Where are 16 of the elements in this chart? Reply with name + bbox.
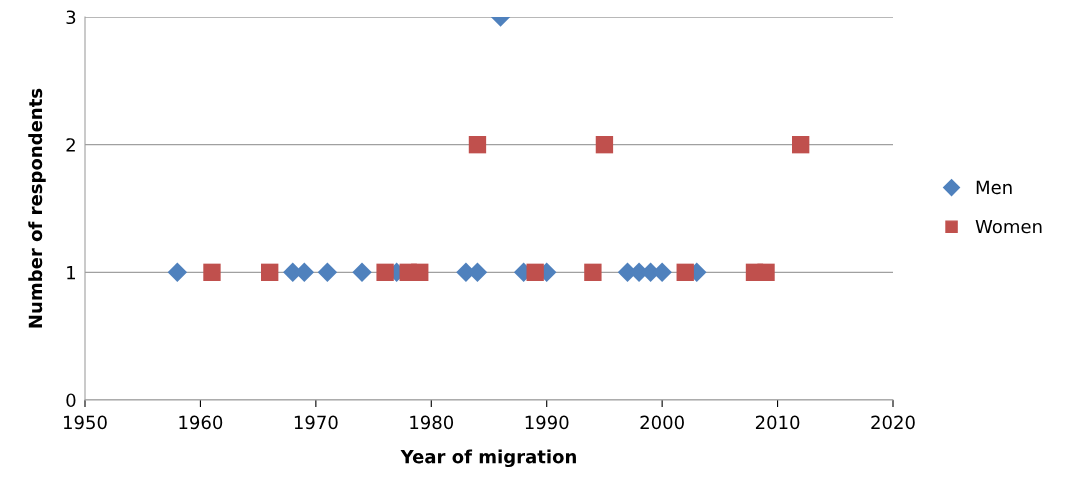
x-axis-title: Year of migration xyxy=(400,449,576,468)
legend-label: Women xyxy=(975,219,1042,234)
y-tick-label: 3 xyxy=(66,10,76,25)
y-axis-title: Number of respondents xyxy=(28,88,46,328)
x-tick-label: 1960 xyxy=(179,415,223,430)
y-tick-label: 0 xyxy=(66,393,76,408)
x-tick-label: 1990 xyxy=(525,415,569,430)
x-tick-label: 2010 xyxy=(755,415,800,430)
x-tick-label: 2000 xyxy=(640,415,684,430)
x-tick-label: 2020 xyxy=(871,415,915,430)
x-tick-label: 1950 xyxy=(64,415,107,430)
legend-label: Men xyxy=(976,180,1012,195)
x-tick-label: 1980 xyxy=(410,415,454,430)
x-tick-label: 1970 xyxy=(294,415,338,430)
y-tick-label: 2 xyxy=(66,138,75,152)
y-tick-label: 1 xyxy=(67,266,75,280)
